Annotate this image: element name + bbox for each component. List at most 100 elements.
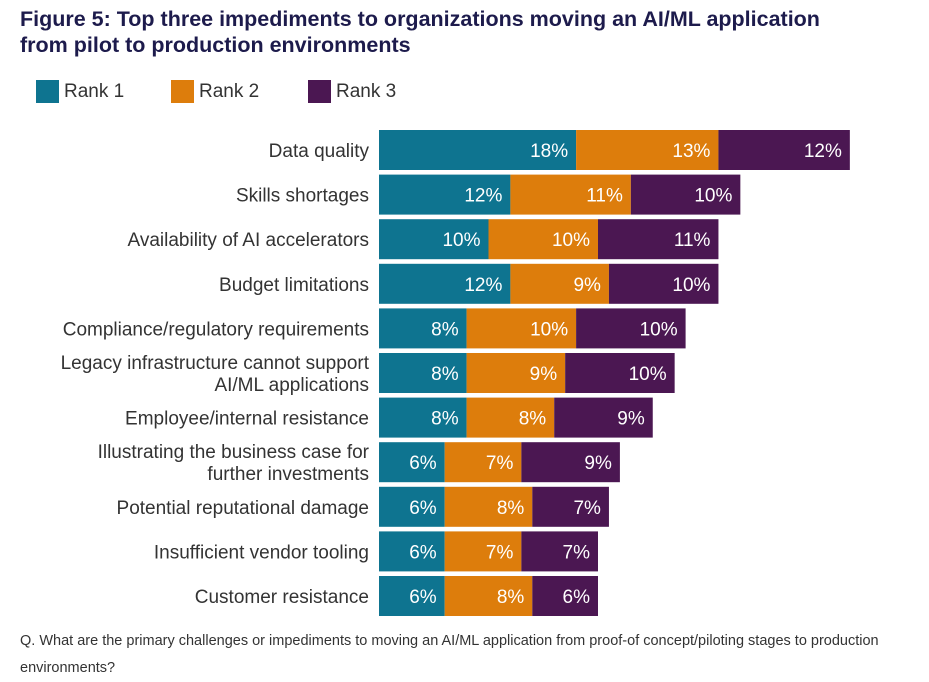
category-label: Data quality	[269, 141, 370, 162]
data-label-rank-3: 10%	[629, 364, 667, 385]
bar-segment-rank-3	[554, 397, 653, 438]
bar-segment-rank-3	[630, 174, 741, 215]
category-label-line: Skills shortages	[236, 186, 369, 207]
data-label-rank-1: 6%	[409, 498, 437, 519]
chart-title-line-1: Figure 5: Top three impediments to organ…	[20, 7, 820, 31]
data-label-rank-3: 12%	[804, 141, 842, 162]
bar-segment-rank-2	[444, 442, 522, 483]
bar-row: Data quality 18% 13% 12%	[269, 130, 850, 170]
chart-title: Figure 5: Top three impediments to organ…	[20, 6, 920, 58]
bar-segment-rank-3	[718, 130, 850, 170]
legend-swatch-rank-3	[308, 80, 331, 103]
data-label-rank-1: 8%	[431, 319, 459, 340]
data-label-rank-3: 10%	[672, 275, 710, 296]
bar-segment-rank-2	[444, 531, 522, 572]
data-label-rank-3: 10%	[694, 186, 732, 207]
bar-row: Insufficient vendor tooling 6% 7% 7%	[154, 531, 598, 572]
data-label-rank-1: 6%	[409, 587, 437, 608]
data-label-rank-2: 7%	[486, 453, 514, 474]
category-label: Employee/internal resistance	[125, 409, 369, 430]
data-label-rank-2: 13%	[672, 141, 710, 162]
data-label-rank-3: 7%	[563, 542, 591, 563]
data-label-rank-3: 9%	[584, 453, 612, 474]
data-label-rank-1: 6%	[409, 453, 437, 474]
bar-segment-rank-3	[598, 219, 719, 260]
category-label-line: AI/ML applications	[214, 375, 369, 396]
bar-row: Customer resistance 6% 8% 6%	[195, 576, 598, 616]
data-label-rank-1: 12%	[464, 186, 502, 207]
bar-segment-rank-1	[379, 219, 489, 260]
category-label-line: Customer resistance	[195, 587, 369, 608]
data-label-rank-3: 7%	[573, 498, 601, 519]
bar-segment-rank-2	[466, 308, 577, 349]
bar-row: Availability of AI accelerators 10% 10% 11%	[128, 219, 719, 260]
bar-row: Budget limitations 12% 9% 10%	[219, 263, 719, 304]
bar-segment-rank-3	[565, 353, 675, 393]
bar-segment-rank-1	[379, 442, 445, 483]
data-label-rank-2: 11%	[586, 186, 623, 207]
data-label-rank-2: 8%	[519, 409, 547, 430]
bar-segment-rank-1	[379, 531, 445, 572]
category-label: Potential reputational damage	[117, 498, 369, 519]
category-label: Skills shortages	[236, 186, 369, 207]
data-label-rank-2: 7%	[486, 542, 514, 563]
bar-segment-rank-2	[510, 174, 631, 215]
category-label: Illustrating the business case for furthe…	[98, 442, 370, 485]
legend-label-rank-1: Rank 1	[64, 81, 125, 102]
bar-segment-rank-2	[466, 353, 566, 393]
bar-segment-rank-2	[444, 576, 533, 616]
bar-segment-rank-1	[379, 308, 467, 349]
survey-question-footnote: Q. What are the primary challenges or im…	[20, 633, 879, 676]
data-label-rank-3: 6%	[563, 587, 591, 608]
bar-row: Compliance/regulatory requirements 8% 10% 1…	[63, 308, 686, 349]
bar-segment-rank-3	[576, 308, 686, 349]
data-label-rank-2: 8%	[497, 498, 525, 519]
bar-row: Skills shortages 12% 11% 10%	[236, 174, 741, 215]
bar-segment-rank-3	[532, 576, 598, 616]
data-label-rank-2: 10%	[552, 230, 590, 251]
bar-segment-rank-1	[379, 576, 445, 616]
data-label-rank-1: 8%	[431, 364, 459, 385]
bar-segment-rank-1	[379, 130, 577, 170]
bar-row: Potential reputational damage 6% 8% 7%	[117, 486, 609, 527]
data-label-rank-1: 8%	[431, 409, 459, 430]
category-label-line: Illustrating the business case for	[98, 442, 370, 463]
category-label: Compliance/regulatory requirements	[63, 319, 369, 340]
category-label-line: further investments	[207, 464, 369, 485]
bar-segment-rank-3	[521, 442, 620, 483]
bar-segment-rank-1	[379, 174, 511, 215]
category-label: Insufficient vendor tooling	[154, 542, 369, 563]
bar-row: Employee/internal resistance 8% 8% 9%	[125, 397, 653, 438]
bar-segment-rank-2	[444, 486, 533, 527]
category-label: Budget limitations	[219, 275, 369, 296]
legend-swatch-rank-1	[36, 80, 59, 103]
data-label-rank-3: 11%	[674, 230, 711, 251]
category-label-line: Insufficient vendor tooling	[154, 542, 369, 563]
data-label-rank-2: 9%	[530, 364, 558, 385]
legend-label-rank-3: Rank 3	[336, 81, 397, 102]
bar-segment-rank-1	[379, 263, 511, 304]
bar-row: Illustrating the business case for furthe…	[98, 442, 620, 485]
category-label-line: Legacy infrastructure cannot support	[61, 353, 370, 374]
chart-title-line-2: from pilot to production environments	[20, 33, 411, 57]
data-label-rank-1: 10%	[442, 230, 480, 251]
category-label-line: Data quality	[269, 141, 370, 162]
bar-segment-rank-2	[510, 263, 609, 304]
legend-swatch-rank-2	[171, 80, 194, 103]
bar-segment-rank-1	[379, 353, 467, 393]
bar-segment-rank-3	[532, 486, 609, 527]
category-label: Legacy infrastructure cannot support AI/M…	[61, 353, 370, 396]
bar-segment-rank-1	[379, 486, 445, 527]
stacked-bar-chart: Data quality 18% 13% 12% Skills shortages 12%…	[61, 130, 850, 616]
bar-segment-rank-2	[488, 219, 598, 260]
bar-segment-rank-3	[608, 263, 719, 304]
category-label-line: Employee/internal resistance	[125, 409, 369, 430]
category-label-line: Availability of AI accelerators	[128, 230, 370, 251]
bar-row: Legacy infrastructure cannot support AI/M…	[61, 353, 675, 396]
category-label-line: Budget limitations	[219, 275, 369, 296]
category-label: Availability of AI accelerators	[128, 230, 370, 251]
data-label-rank-2: 9%	[573, 275, 601, 296]
data-label-rank-1: 18%	[530, 141, 568, 162]
data-label-rank-3: 9%	[617, 409, 645, 430]
data-label-rank-1: 12%	[464, 275, 502, 296]
